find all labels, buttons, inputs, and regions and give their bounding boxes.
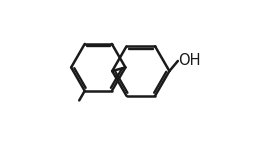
Text: OH: OH	[179, 53, 201, 68]
